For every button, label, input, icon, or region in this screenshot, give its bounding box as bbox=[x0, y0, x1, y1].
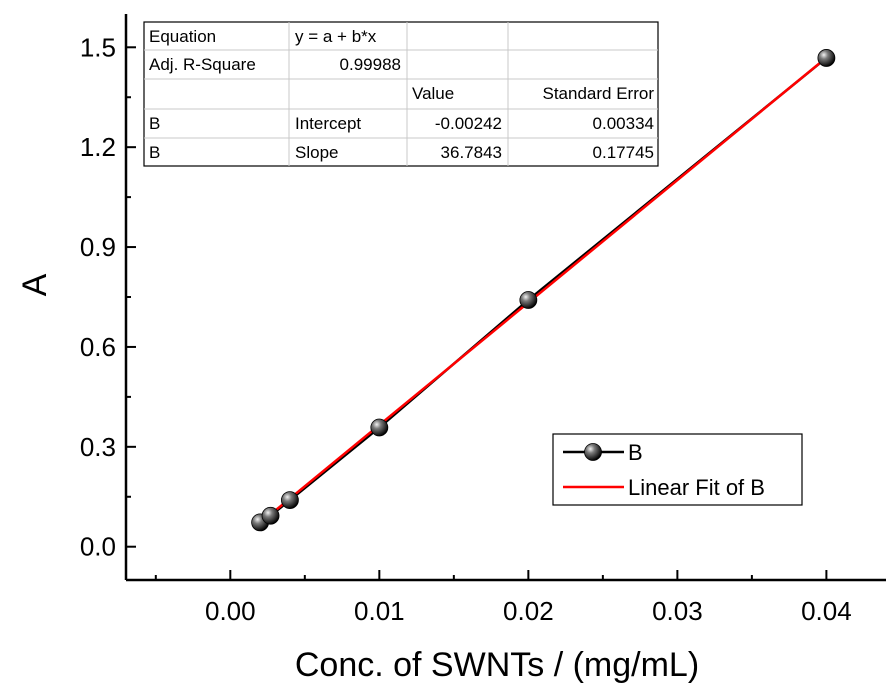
fit-table-cell: Adj. R-Square bbox=[149, 55, 256, 74]
fit-table-cell: Intercept bbox=[295, 114, 361, 133]
y-tick-label: 1.2 bbox=[80, 132, 116, 162]
fit-table-cell: Slope bbox=[295, 143, 338, 162]
fit-table-cell: Value bbox=[412, 84, 454, 103]
x-tick-label: 0.00 bbox=[205, 596, 256, 626]
legend-label-fit: Linear Fit of B bbox=[628, 475, 765, 500]
fit-table-cell: 36.7843 bbox=[441, 143, 502, 162]
fit-table-cell: 0.99988 bbox=[340, 55, 401, 74]
y-tick-label: 0.3 bbox=[80, 432, 116, 462]
y-tick-label: 0.9 bbox=[80, 232, 116, 262]
fit-table-cell: B bbox=[149, 114, 160, 133]
fit-table-cell: 0.00334 bbox=[593, 114, 654, 133]
fit-table-cell: -0.00242 bbox=[435, 114, 502, 133]
x-axis-title: Conc. of SWNTs / (mg/mL) bbox=[295, 646, 699, 684]
data-point bbox=[261, 506, 280, 525]
x-ticks: 0.00 0.01 0.02 0.03 0.04 bbox=[154, 570, 852, 626]
y-axis-title: A bbox=[16, 273, 54, 296]
data-point bbox=[519, 291, 538, 309]
fit-table-cell: Equation bbox=[149, 27, 216, 46]
fit-table: Equation y = a + b*x Adj. R-Square 0.99988 V… bbox=[143, 21, 659, 167]
fit-table-cell: y = a + b*x bbox=[295, 27, 377, 46]
fit-table-cell: Standard Error bbox=[543, 84, 655, 103]
linear-fit-line bbox=[259, 56, 828, 524]
fit-table-frame bbox=[143, 21, 659, 167]
y-ticks: 0.0 0.3 0.6 0.9 1.2 1.5 bbox=[80, 32, 136, 562]
data-point bbox=[817, 49, 836, 67]
legend: B Linear Fit of B bbox=[552, 433, 803, 506]
fit-table-cell: 0.17745 bbox=[593, 143, 654, 162]
x-tick-label: 0.02 bbox=[503, 596, 554, 626]
y-tick-label: 0.6 bbox=[80, 332, 116, 362]
series-layer bbox=[251, 49, 836, 532]
x-tick-label: 0.04 bbox=[801, 596, 852, 626]
y-tick-label: 1.5 bbox=[80, 32, 116, 62]
x-tick-label: 0.01 bbox=[354, 596, 405, 626]
data-point bbox=[281, 491, 299, 509]
legend-label-b: B bbox=[628, 440, 643, 465]
fit-table-cell: B bbox=[149, 143, 160, 162]
legend-marker-b bbox=[584, 443, 602, 461]
y-tick-label: 0.0 bbox=[80, 532, 116, 562]
x-tick-label: 0.03 bbox=[652, 596, 703, 626]
data-point bbox=[370, 418, 389, 437]
